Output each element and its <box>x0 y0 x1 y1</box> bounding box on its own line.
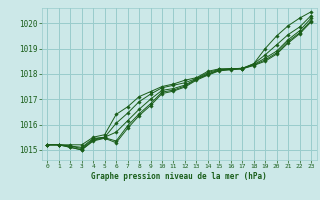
X-axis label: Graphe pression niveau de la mer (hPa): Graphe pression niveau de la mer (hPa) <box>91 172 267 181</box>
